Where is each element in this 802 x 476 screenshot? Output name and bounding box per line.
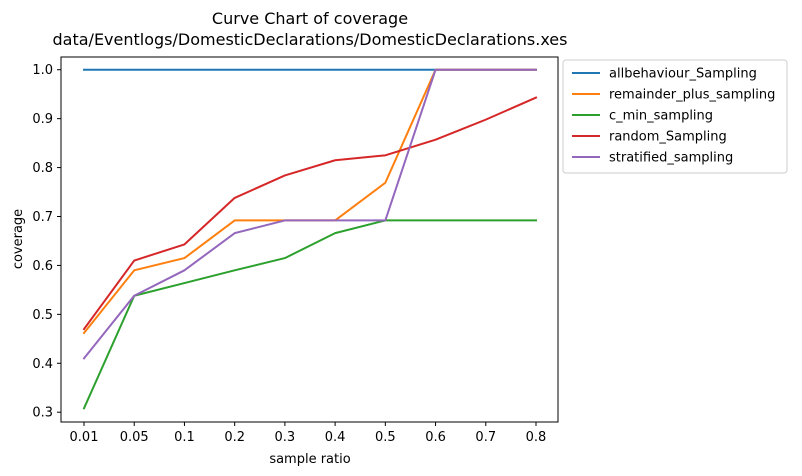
x-tick-label: 0.8: [526, 430, 547, 445]
series-line-remainder_plus_sampling: [82, 68, 537, 335]
series-line-random_Sampling: [82, 96, 538, 331]
y-tick-label: 0.7: [32, 210, 53, 225]
chart-title-line1: Curve Chart of coverage: [212, 9, 408, 28]
x-tick-label: 0.3: [275, 430, 296, 445]
y-tick-label: 0.8: [32, 161, 53, 176]
legend-label-c_min_sampling: c_min_sampling: [609, 109, 713, 124]
legend-label-remainder_plus_sampling: remainder_plus_sampling: [609, 88, 775, 103]
legend: allbehaviour_Sampling remainder_plus_samp…: [562, 59, 788, 174]
series-line-c_min_sampling: [82, 219, 537, 410]
x-tick-label: 0.1: [174, 430, 195, 445]
x-tick-label: 0.6: [425, 430, 446, 445]
legend-label-allbehaviour_Sampling: allbehaviour_Sampling: [609, 67, 757, 82]
x-tick-label: 0.05: [120, 430, 149, 445]
y-tick-label: 0.6: [32, 259, 53, 274]
x-tick-label: 0.7: [475, 430, 496, 445]
series-line-stratified_sampling: [82, 68, 537, 360]
y-tick-label: 1.0: [32, 63, 53, 78]
plot-frame: [60, 56, 559, 423]
y-tick-label: 0.9: [32, 112, 53, 127]
x-tick-label: 0.5: [375, 430, 396, 445]
axes-layer: 0.01 0.05 0.1 0.2 0.3 0.4 0.5 0.6 0.7 0.8 0.3 0.4 0.…: [32, 56, 559, 445]
legend-label-random_Sampling: random_Sampling: [609, 130, 727, 145]
legend-box: [562, 59, 788, 174]
y-tick-label: 0.5: [32, 308, 53, 323]
x-axis-label: sample ratio: [269, 452, 350, 467]
series-layer: [82, 68, 538, 410]
y-axis-label: coverage: [11, 209, 26, 269]
chart-title-line2: data/Eventlogs/DomesticDeclarations/Dome…: [53, 30, 568, 49]
x-tick-label: 0.01: [70, 430, 99, 445]
y-tick-label: 0.3: [32, 406, 53, 421]
legend-label-stratified_sampling: stratified_sampling: [609, 151, 733, 166]
x-tick-label: 0.4: [325, 430, 346, 445]
x-tick-label: 0.2: [224, 430, 245, 445]
y-tick-label: 0.4: [32, 357, 53, 372]
